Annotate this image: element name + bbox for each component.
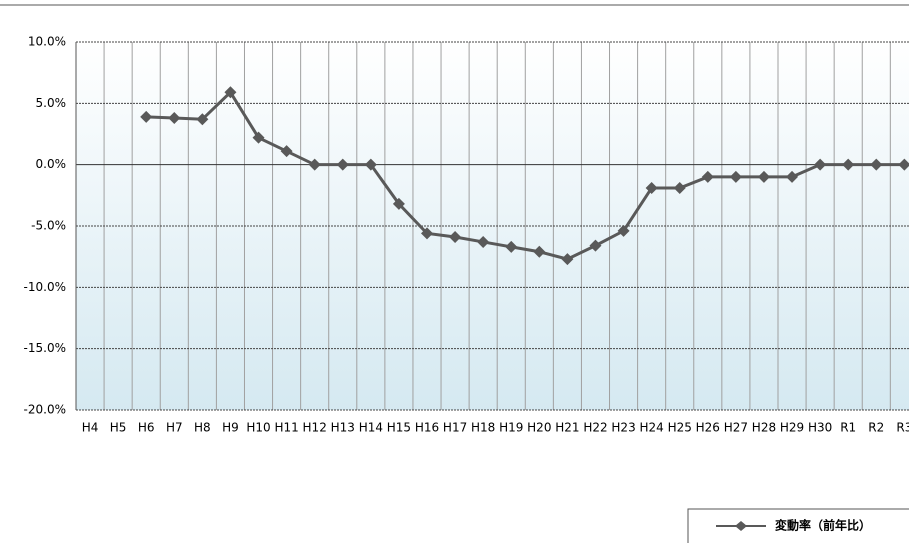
x-tick-label: R3 [896,421,909,435]
marker [421,227,433,240]
y-tick-label: -20.0% [24,403,66,417]
x-tick-label: H4 [82,421,99,435]
x-tick-label: H19 [499,421,523,435]
x-tick-label: R1 [840,421,856,435]
x-tick-label: H14 [359,421,383,435]
marker [196,113,209,126]
marker [757,170,770,183]
marker [280,145,293,158]
x-tick-label: H23 [611,421,635,435]
y-tick-label: -10.0% [24,280,66,294]
x-tick-label: H10 [246,421,270,435]
x-tick-label: H22 [583,421,607,435]
x-tick-label: H29 [780,421,804,435]
x-tick-label: H13 [331,421,355,435]
marker [308,158,321,171]
marker [168,112,181,125]
marker [561,253,574,266]
marker [364,158,377,171]
x-tick-label: H25 [668,421,692,435]
legend-label: 変動率（前年比） [775,518,871,533]
marker [336,158,349,171]
x-tick-label: R2 [868,421,884,435]
x-tick-label: H26 [696,421,720,435]
marker [898,158,909,171]
x-tick-label: H30 [808,421,832,435]
marker [224,86,237,99]
marker [673,181,686,194]
x-tick-label: H5 [110,421,127,435]
marker [617,224,630,237]
marker [814,158,827,171]
y-tick-label: 0.0% [36,157,67,171]
x-tick-label: H15 [387,421,411,435]
y-tick-label: -15.0% [24,341,66,355]
x-tick-label: H20 [527,421,551,435]
x-tick-label: H12 [303,421,327,435]
marker [505,240,518,253]
marker [589,239,602,252]
x-tick-label: H24 [639,421,663,435]
x-tick-label: H17 [443,421,467,435]
line [146,89,905,261]
marker [786,170,799,183]
marker [870,158,883,171]
marker [842,158,855,171]
y-tick-label: 5.0% [36,96,67,110]
x-tick-label: H27 [724,421,748,435]
marker [449,231,462,244]
marker [140,110,153,123]
x-tick-label: H21 [555,421,579,435]
marker [392,197,405,210]
x-tick-label: H11 [274,421,298,435]
x-tick-label: H28 [752,421,776,435]
x-tick-label: H6 [138,421,155,435]
marker [645,181,658,194]
marker [729,170,742,183]
legend-marker [735,521,747,531]
marker [477,235,490,248]
marker [252,131,265,144]
x-tick-label: H7 [166,421,183,435]
y-tick-label: -5.0% [31,219,66,233]
marker [701,170,714,183]
x-tick-label: H8 [194,421,211,435]
marker [533,245,546,258]
y-tick-label: 10.0% [28,35,66,49]
x-tick-label: H9 [222,421,239,435]
x-tick-label: H16 [415,421,439,435]
x-tick-label: H18 [471,421,495,435]
